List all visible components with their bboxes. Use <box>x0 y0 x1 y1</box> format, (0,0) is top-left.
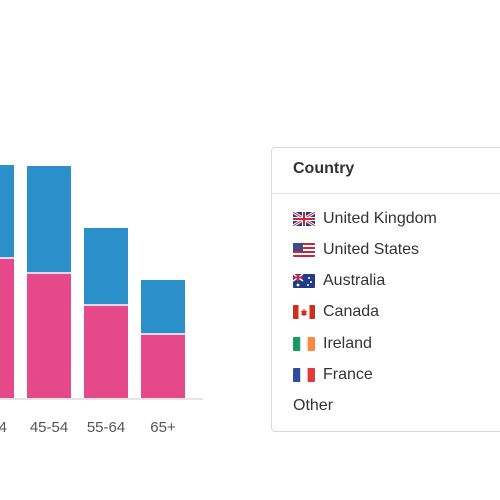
bar-45-54-segment-2[interactable] <box>27 166 71 273</box>
ireland-flag-icon <box>293 337 315 351</box>
bar-65+-segment-2[interactable] <box>141 280 185 334</box>
panel-title: Country <box>293 160 355 177</box>
country-item-france[interactable]: France <box>293 364 373 386</box>
age-bar-chart: 5-44 45-54 55-64 65+ <box>0 165 203 436</box>
bar-65+-segment-1[interactable] <box>141 334 185 398</box>
x-tick-label: 65+ <box>150 419 176 436</box>
country-label: United States <box>323 241 420 258</box>
country-item-australia[interactable]: Australia <box>293 270 385 292</box>
australia-flag-icon <box>293 274 315 288</box>
bar-45-54-segment-1[interactable] <box>27 273 71 398</box>
uk-flag-icon <box>293 212 315 226</box>
country-label: Australia <box>323 272 386 289</box>
x-tick-label: 5-44 <box>0 419 7 436</box>
country-label: Other <box>293 397 334 414</box>
country-label: United Kingdom <box>323 210 437 227</box>
country-label: Ireland <box>323 335 372 352</box>
country-label: France <box>323 366 373 383</box>
bar-55-64-segment-1[interactable] <box>84 305 128 398</box>
country-item-canada[interactable]: Canada <box>293 301 379 323</box>
country-item-united-kingdom[interactable]: United Kingdom <box>293 208 437 230</box>
country-panel: Country United Kingdom <box>271 147 500 432</box>
bar-35-44-segment-2[interactable] <box>0 165 14 258</box>
bars-group <box>0 165 185 398</box>
bar-35-44-segment-1[interactable] <box>0 258 14 398</box>
france-flag-icon <box>293 368 315 382</box>
x-tick-label: 45-54 <box>30 419 68 436</box>
us-flag-icon <box>293 243 315 257</box>
panel-divider <box>272 193 500 194</box>
bar-55-64-segment-2[interactable] <box>84 228 128 305</box>
canada-flag-icon <box>293 305 315 319</box>
country-item-united-states[interactable]: United States <box>293 239 419 261</box>
country-item-ireland[interactable]: Ireland <box>293 333 372 355</box>
country-label: Canada <box>323 303 380 320</box>
country-item-other[interactable]: Other <box>293 395 333 417</box>
x-tick-label: 55-64 <box>87 419 125 436</box>
x-tick-labels: 5-44 45-54 55-64 65+ <box>0 419 176 436</box>
